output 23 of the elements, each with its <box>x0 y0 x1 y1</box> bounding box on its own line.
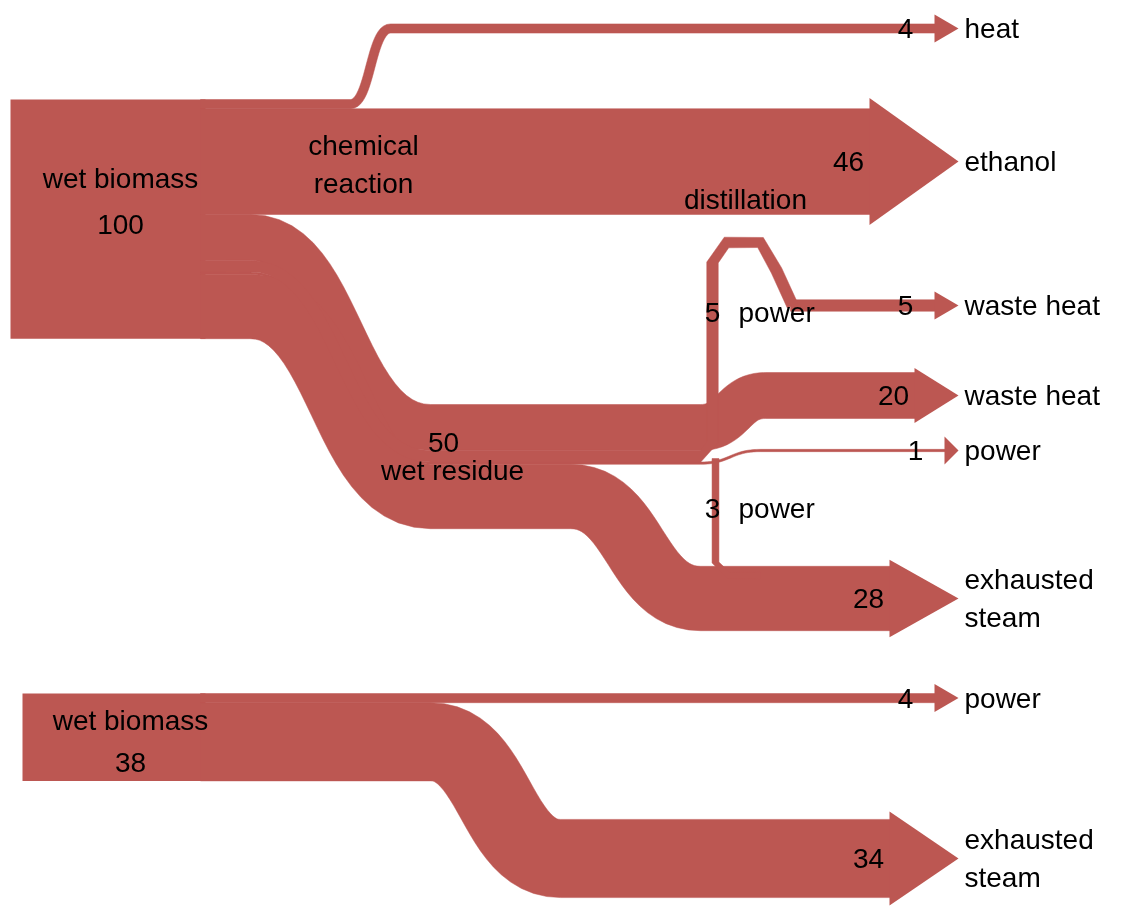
category-label: power <box>964 682 1041 714</box>
category-label: waste heat <box>963 380 1101 411</box>
text: 100 <box>97 209 144 240</box>
data-label: 46 <box>832 146 865 178</box>
category-label: power <box>964 435 1041 466</box>
category-label: waste heat <box>963 290 1101 321</box>
category-label: exhausted steam <box>964 564 1094 633</box>
text: 38 <box>114 747 147 778</box>
text: distillation <box>684 184 807 215</box>
text: 50 <box>427 427 460 458</box>
category-label: power <box>738 493 815 524</box>
text: wet residue <box>379 455 525 486</box>
data-label: 5 <box>704 297 721 328</box>
data-label: 34 <box>852 843 885 874</box>
text: wet biomass <box>41 163 199 194</box>
text: wet biomass <box>51 705 209 736</box>
data-label: 20 <box>877 380 910 411</box>
data-label: 28 <box>852 583 885 614</box>
category-label: power <box>738 297 815 328</box>
text: chemical reaction <box>308 130 419 199</box>
category-label: heat <box>964 13 1020 44</box>
category-label: exhausted steam <box>964 824 1094 893</box>
category-label: ethanol <box>964 146 1057 178</box>
